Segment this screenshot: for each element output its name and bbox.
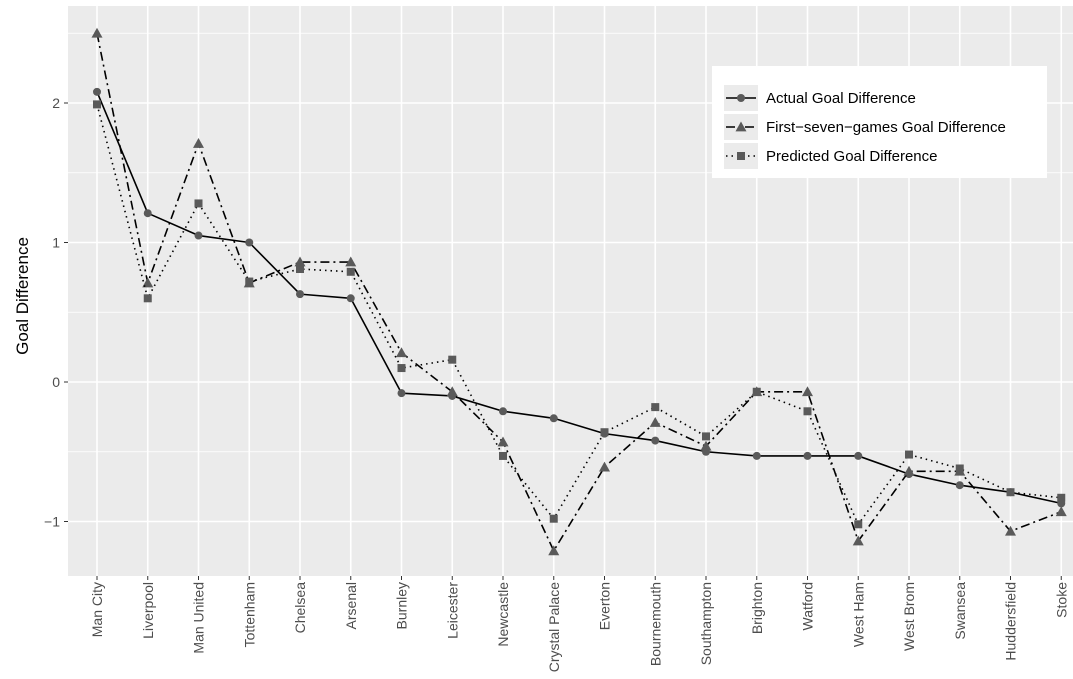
series-triangle [91, 27, 1067, 556]
legend-label: Predicted Goal Difference [766, 148, 937, 165]
data-point-triangle [700, 440, 712, 451]
data-point-square [448, 355, 457, 364]
data-point-circle [955, 481, 964, 490]
legend-box [712, 66, 1047, 178]
series-line [96, 91, 1062, 505]
data-point-triangle [903, 465, 915, 476]
data-point-square [245, 277, 254, 286]
data-point-circle [752, 451, 761, 460]
data-point-triangle [802, 386, 813, 397]
data-point-circle [499, 407, 507, 416]
legend-item: Actual Goal Difference [724, 85, 916, 111]
data-point-circle [245, 238, 254, 247]
legend-item: First−seven−games Goal Difference [724, 114, 1006, 140]
data-point-triangle [599, 461, 610, 472]
x-tick-label: Swansea [952, 582, 968, 640]
data-point-triangle [1055, 506, 1067, 517]
series-layer [91, 27, 1067, 556]
data-point-triangle [91, 27, 103, 38]
data-point-circle [651, 436, 660, 445]
x-tick-label: Arsenal [343, 582, 359, 629]
data-point-square [905, 450, 913, 459]
data-point-triangle [294, 256, 306, 267]
data-point-triangle [649, 416, 661, 427]
data-point-square [600, 428, 609, 437]
data-point-circle [296, 290, 304, 299]
data-point-square [1006, 488, 1015, 497]
data-point-square [1057, 493, 1066, 502]
data-point-circle [93, 87, 101, 96]
data-point-circle [803, 451, 812, 460]
series-line [96, 104, 1062, 526]
data-point-square [955, 464, 964, 473]
data-point-square [752, 387, 761, 396]
data-point-triangle [446, 386, 458, 397]
y-axis: −1 0 1 2 [44, 95, 68, 530]
data-point-square [194, 199, 203, 208]
x-tick-label: Liverpool [140, 582, 156, 639]
data-point-circle [194, 231, 203, 240]
data-point-square [346, 267, 355, 276]
y-tick-label: −1 [44, 514, 60, 530]
data-point-circle [397, 389, 406, 398]
series-circle [93, 87, 1066, 508]
x-tick-label: Burnley [394, 582, 410, 629]
series-line [96, 33, 1062, 552]
data-point-circle [143, 209, 152, 218]
data-point-square [397, 364, 406, 373]
data-point-triangle [345, 256, 357, 267]
y-tick-label: 1 [52, 235, 60, 251]
x-tick-label: Brighton [749, 582, 765, 634]
legend-marker-circle [737, 94, 745, 102]
x-tick-label: Everton [597, 582, 613, 630]
data-point-circle [549, 414, 558, 423]
data-point-triangle [396, 347, 407, 358]
x-tick-label: Bournemouth [647, 582, 663, 666]
legend-marker-square [737, 152, 745, 160]
x-tick-label: Leicester [444, 582, 460, 639]
x-tick-label: Southampton [698, 582, 714, 665]
data-point-triangle [142, 277, 154, 288]
data-point-square [296, 265, 304, 274]
data-point-square [803, 407, 812, 416]
y-tick-label: 2 [52, 95, 60, 111]
data-point-circle [346, 294, 355, 303]
x-axis: Man City Liverpool Man United Tottenham Chel… [89, 576, 1069, 672]
legend-label: First−seven−games Goal Difference [766, 119, 1006, 136]
legend-label: Actual Goal Difference [766, 90, 916, 107]
x-tick-label: Man United [191, 582, 207, 654]
data-point-square [702, 432, 710, 441]
data-point-triangle [1005, 525, 1016, 536]
data-point-square [651, 403, 660, 412]
x-tick-label: Newcastle [495, 582, 511, 647]
data-point-triangle [852, 535, 864, 546]
data-point-square [499, 451, 507, 460]
x-tick-label: Huddersfield [1003, 582, 1019, 661]
x-tick-label: Watford [800, 582, 816, 631]
legend-marker-triangle [735, 121, 747, 132]
data-point-circle [854, 451, 863, 460]
x-tick-label: Crystal Palace [546, 582, 562, 672]
x-tick-label: Stoke [1053, 582, 1069, 618]
legend-item: Predicted Goal Difference [724, 143, 937, 169]
x-tick-label: Chelsea [292, 582, 308, 634]
series-square [93, 100, 1066, 529]
x-tick-label: West Ham [850, 582, 866, 647]
data-point-square [93, 100, 101, 109]
data-point-square [143, 294, 152, 303]
y-axis-title: Goal Difference [13, 237, 32, 355]
x-tick-label: Tottenham [241, 582, 257, 647]
data-point-square [549, 514, 558, 523]
y-tick-label: 0 [52, 374, 60, 390]
data-point-triangle [193, 137, 204, 148]
data-point-square [854, 520, 863, 529]
x-tick-label: Man City [89, 582, 105, 637]
legend: Actual Goal Difference First−seven−games … [712, 66, 1047, 178]
data-point-triangle [497, 436, 509, 447]
data-point-triangle [548, 545, 560, 556]
x-tick-label: West Brom [901, 582, 917, 651]
